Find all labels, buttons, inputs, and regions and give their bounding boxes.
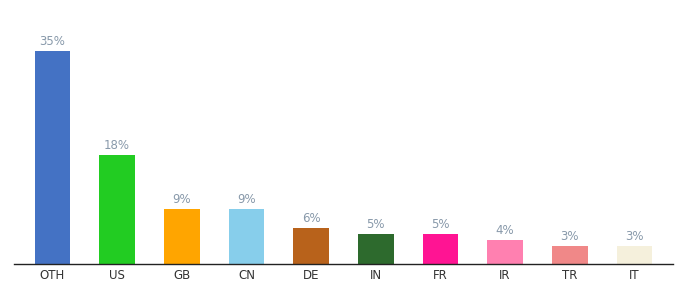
Bar xyxy=(228,209,265,264)
Text: 5%: 5% xyxy=(431,218,449,231)
Text: 5%: 5% xyxy=(367,218,385,231)
Bar xyxy=(293,227,329,264)
Bar xyxy=(617,246,652,264)
Bar xyxy=(35,51,70,264)
Text: 3%: 3% xyxy=(560,230,579,243)
Text: 4%: 4% xyxy=(496,224,514,237)
Text: 35%: 35% xyxy=(39,35,65,48)
Bar xyxy=(358,234,394,264)
Text: 6%: 6% xyxy=(302,212,320,224)
Bar xyxy=(552,246,588,264)
Bar xyxy=(488,240,523,264)
Bar xyxy=(164,209,199,264)
Text: 9%: 9% xyxy=(173,193,191,206)
Bar xyxy=(99,154,135,264)
Text: 3%: 3% xyxy=(625,230,644,243)
Text: 9%: 9% xyxy=(237,193,256,206)
Bar xyxy=(422,234,458,264)
Text: 18%: 18% xyxy=(104,139,130,152)
